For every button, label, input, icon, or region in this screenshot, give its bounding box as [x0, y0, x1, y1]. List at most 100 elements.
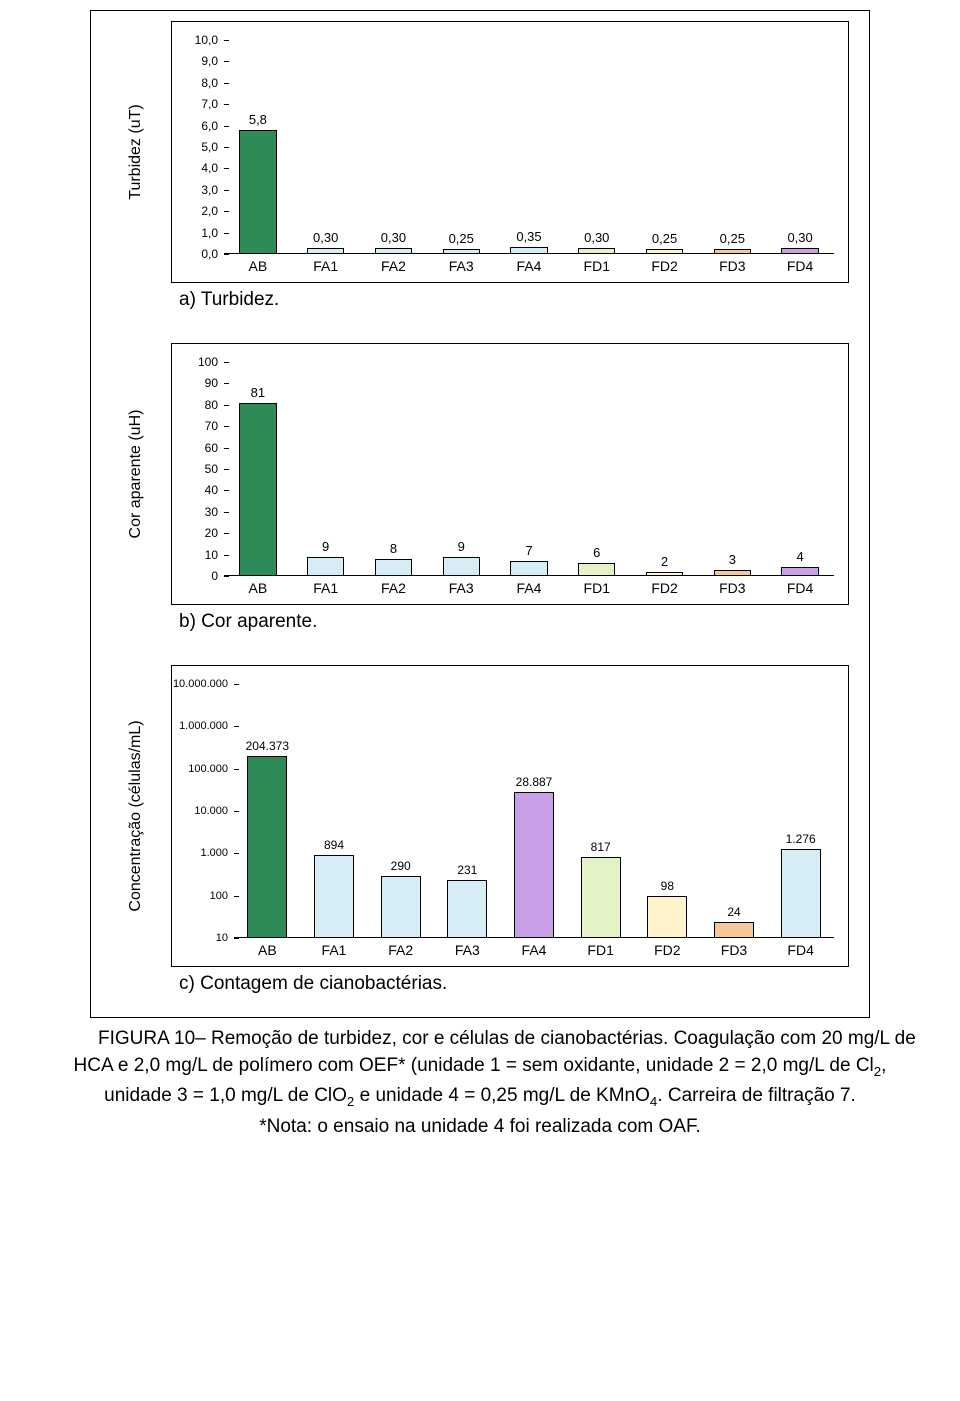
chart-c-plot: 101001.00010.000100.0001.000.00010.000.0…: [234, 684, 834, 938]
bar: [578, 248, 615, 254]
bar: [714, 570, 751, 576]
x-tick-label: FA2: [381, 580, 406, 596]
y-tick: [224, 555, 229, 556]
figure-caption-line2: HCA e 2,0 mg/L de polímero com OEF* (uni…: [10, 1054, 950, 1080]
y-tick: [234, 726, 239, 727]
chart-b-wrap: Cor aparente (uH) 0102030405060708090100…: [91, 333, 869, 655]
y-tick: [224, 83, 229, 84]
bar-value-label: 81: [251, 385, 265, 400]
bar-value-label: 6: [593, 545, 600, 560]
y-tick: [224, 190, 229, 191]
y-tick: [224, 254, 229, 255]
y-tick: [224, 490, 229, 491]
y-tick: [224, 512, 229, 513]
y-tick-label: 50: [205, 462, 218, 476]
y-tick-label: 6,0: [201, 119, 218, 133]
bar: [781, 248, 818, 254]
caption-text-3b: e unidade 4 = 0,25 mg/L de KMnO: [354, 1085, 650, 1106]
x-tick-label: FD2: [654, 942, 680, 958]
y-tick-label: 60: [205, 441, 218, 455]
y-tick-label: 10: [216, 932, 228, 944]
x-tick-label: AB: [249, 580, 268, 596]
bar-value-label: 290: [391, 859, 411, 873]
bar: [781, 849, 821, 938]
bar: [314, 855, 354, 938]
x-tick-label: FD1: [584, 258, 610, 274]
bar: [510, 561, 547, 576]
x-tick-label: FD1: [584, 580, 610, 596]
bar-value-label: 24: [727, 905, 740, 919]
figure-caption-line1: FIGURA 10– Remoção de turbidez, cor e cé…: [98, 1028, 960, 1050]
chart-b-title: b) Cor aparente.: [179, 611, 849, 633]
x-tick-label: FD2: [651, 580, 677, 596]
bar-value-label: 9: [322, 539, 329, 554]
chart-a-ylabel: Turbidez (uT): [127, 104, 145, 199]
bar-value-label: 817: [591, 840, 611, 854]
caption-text-2b: ,: [881, 1055, 886, 1076]
bar: [381, 876, 421, 938]
x-tick-label: FA3: [449, 580, 474, 596]
y-tick: [234, 896, 239, 897]
x-tick-label: FD2: [651, 258, 677, 274]
y-tick: [224, 233, 229, 234]
y-tick: [234, 684, 239, 685]
x-tick-label: FA3: [449, 258, 474, 274]
y-tick: [224, 362, 229, 363]
y-tick-label: 30: [205, 505, 218, 519]
bar: [443, 557, 480, 576]
y-tick: [224, 426, 229, 427]
y-tick: [224, 405, 229, 406]
y-tick-label: 100: [198, 355, 218, 369]
bar: [646, 249, 683, 254]
figure-border: Turbidez (uT) 0,01,02,03,04,05,06,07,08,…: [90, 10, 870, 1018]
bar: [578, 563, 615, 576]
y-tick-label: 1.000: [200, 847, 228, 859]
bar-value-label: 0,30: [584, 230, 609, 245]
x-tick-label: FD3: [721, 942, 747, 958]
y-tick-label: 90: [205, 376, 218, 390]
x-tick-label: FD4: [787, 580, 813, 596]
x-tick-label: FA1: [313, 580, 338, 596]
figure-caption-line3: unidade 3 = 1,0 mg/L de ClO2 e unidade 4…: [10, 1084, 950, 1110]
y-tick: [234, 811, 239, 812]
y-tick-label: 3,0: [201, 183, 218, 197]
chart-c-title: c) Contagem de cianobactérias.: [179, 973, 849, 995]
bar: [239, 130, 276, 254]
y-tick: [224, 168, 229, 169]
caption-text-4: *Nota: o ensaio na unidade 4 foi realiza…: [259, 1116, 701, 1137]
y-tick-label: 5,0: [201, 140, 218, 154]
y-tick-label: 0,0: [201, 247, 218, 261]
bar-value-label: 0,30: [313, 230, 338, 245]
bar: [581, 857, 621, 938]
y-tick-label: 1.000.000: [179, 720, 228, 732]
y-tick-label: 0: [211, 569, 218, 583]
y-tick: [224, 383, 229, 384]
bar: [307, 248, 344, 254]
bar-value-label: 98: [661, 879, 674, 893]
y-tick-label: 1,0: [201, 226, 218, 240]
y-tick-label: 10,0: [195, 33, 218, 47]
y-tick: [224, 211, 229, 212]
caption-text-3a: unidade 3 = 1,0 mg/L de ClO: [104, 1085, 347, 1106]
x-tick-label: FD1: [587, 942, 613, 958]
y-tick: [224, 469, 229, 470]
x-tick-label: FD3: [719, 258, 745, 274]
chart-b-ylabel: Cor aparente (uH): [127, 410, 145, 539]
bar: [714, 922, 754, 938]
y-tick-label: 100.000: [188, 763, 228, 775]
bar-value-label: 894: [324, 838, 344, 852]
bar: [510, 247, 547, 254]
y-tick: [224, 533, 229, 534]
y-tick: [224, 448, 229, 449]
y-tick-label: 10.000: [194, 805, 228, 817]
bar: [375, 248, 412, 254]
bar-value-label: 0,25: [449, 231, 474, 246]
bar-value-label: 8: [390, 541, 397, 556]
bar: [307, 557, 344, 576]
x-tick-label: FA1: [322, 942, 347, 958]
bar-value-label: 0,25: [652, 231, 677, 246]
bar-value-label: 5,8: [249, 112, 267, 127]
y-tick: [234, 938, 239, 939]
y-tick: [224, 104, 229, 105]
chart-c-ylabel: Concentração (células/mL): [127, 720, 145, 911]
